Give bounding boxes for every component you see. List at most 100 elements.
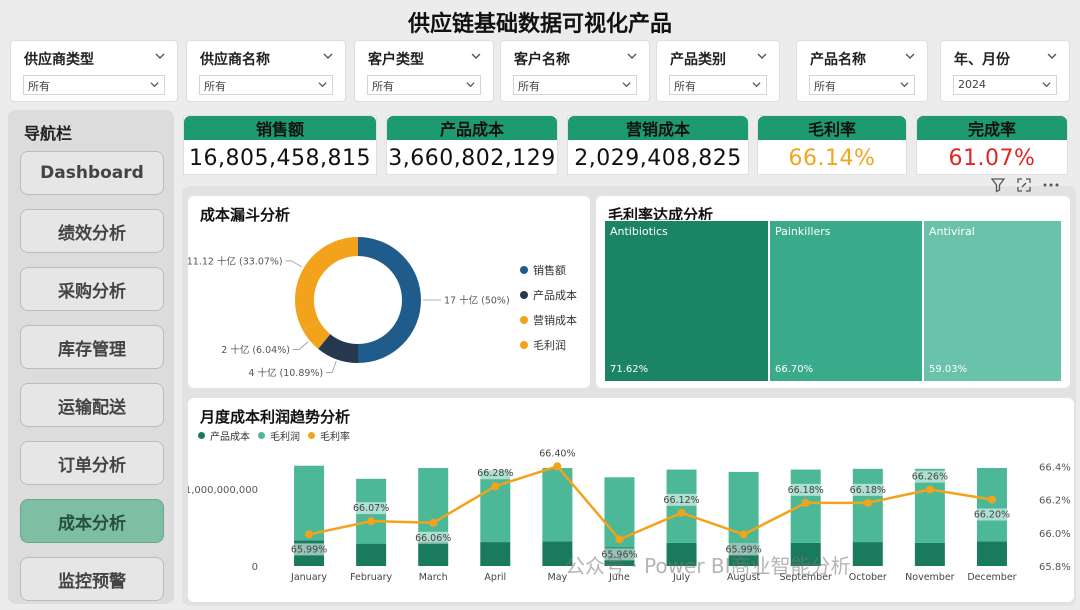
bar-product-cost[interactable] [542,541,573,566]
bar-product-cost[interactable] [790,542,821,566]
dropdown-chevron-icon [752,82,761,88]
nav-button-2[interactable]: 采购分析 [20,267,164,311]
margin-rate-point[interactable] [925,485,934,494]
bar-gross-profit[interactable] [418,468,449,542]
cost-funnel-title: 成本漏斗分析 [200,206,291,224]
y-right-tick: 66.4% [1039,462,1071,473]
slicer-6[interactable]: 年、月份 2024 [940,40,1070,102]
nav-button-3[interactable]: 库存管理 [20,325,164,369]
slicer-0[interactable]: 供应商类型 所有 [10,40,178,102]
more-options-icon[interactable] [1042,177,1060,193]
legend-label: 毛利润 [270,432,300,443]
margin-rate-point[interactable] [615,535,624,544]
nav-button-6[interactable]: 成本分析 [20,499,164,543]
legend-item[interactable]: 销售额 [520,262,577,278]
donut-slice-1[interactable] [318,334,358,363]
treemap-chart: Antibiotics 71.62% Painkillers 66.70% Antivi… [604,220,1062,382]
margin-rate-label: 66.18% [850,485,886,496]
x-axis-label: February [350,572,392,583]
nav-button-label: 库存管理 [58,339,126,360]
slicer-dropdown[interactable]: 所有 [669,75,767,95]
nav-button-1[interactable]: 绩效分析 [20,209,164,253]
rate-label-bg [601,548,638,561]
treemap-cell-0[interactable]: Antibiotics 71.62% [604,220,769,382]
margin-rate-point[interactable] [491,482,500,491]
margin-rate-point[interactable] [801,498,810,507]
kpi-label: 产品成本 [387,116,557,140]
legend-item[interactable]: 毛利润 [520,337,577,353]
kpi-card-0: 销售额 16,805,458,815 [183,115,377,175]
slicer-label: 产品类别 [670,52,726,68]
slicer-dropdown[interactable]: 所有 [513,75,637,95]
slicer-3[interactable]: 客户名称 所有 [500,40,650,102]
slicer-value: 所有 [204,80,226,93]
margin-rate-point[interactable] [677,508,686,517]
donut-data-label: 17 十亿 (50%) [444,295,510,307]
margin-rate-point[interactable] [305,530,314,539]
slicer-5[interactable]: 产品名称 所有 [796,40,928,102]
bar-product-cost[interactable] [852,542,883,566]
nav-button-4[interactable]: 运输配送 [20,383,164,427]
slicer-dropdown[interactable]: 2024 [953,75,1057,95]
chevron-down-icon [1047,53,1057,59]
legend-item[interactable]: 产品成本 [520,287,577,303]
legend-label: 毛利润 [533,339,566,352]
y-left-tick: 0 [252,562,258,573]
nav-button-0[interactable]: Dashboard [20,151,164,195]
bar-product-cost[interactable] [418,541,449,566]
margin-rate-point[interactable] [739,530,748,539]
bar-product-cost[interactable] [480,542,511,566]
legend-label: 产品成本 [533,289,577,302]
slicer-dropdown[interactable]: 所有 [23,75,165,95]
focus-mode-icon[interactable] [1016,177,1032,193]
filter-icon[interactable] [990,177,1006,193]
legend-item[interactable]: 产品成本 [198,428,250,443]
slicer-4[interactable]: 产品类别 所有 [656,40,780,102]
treemap-cell-2[interactable]: Antiviral 59.03% [923,220,1062,382]
slicer-1[interactable]: 供应商名称 所有 [186,40,346,102]
dropdown-chevron-icon [318,82,327,88]
x-axis-label: January [290,572,327,583]
bar-product-cost[interactable] [976,541,1007,566]
margin-rate-point[interactable] [429,518,438,527]
rate-label-bg [415,531,452,544]
bar-product-cost[interactable] [356,543,387,566]
slicer-2[interactable]: 客户类型 所有 [354,40,494,102]
slicer-dropdown[interactable]: 所有 [809,75,915,95]
bar-product-cost[interactable] [914,542,945,566]
nav-button-5[interactable]: 订单分析 [20,441,164,485]
kpi-label: 营销成本 [568,116,748,140]
slicer-label: 客户类型 [368,52,424,68]
y-left-tick: 1,000,000,000 [188,485,258,496]
donut-data-label: 4 十亿 (10.89%) [248,367,323,379]
bar-gross-profit[interactable] [666,469,697,543]
nav-button-7[interactable]: 监控预警 [20,557,164,601]
treemap-cell-1[interactable]: Painkillers 66.70% [769,220,923,382]
margin-rate-point[interactable] [553,462,562,471]
margin-rate-point[interactable] [863,498,872,507]
margin-rate-point[interactable] [367,517,376,526]
slicer-dropdown[interactable]: 所有 [199,75,333,95]
legend-item[interactable]: 毛利润 [258,428,300,443]
margin-rate-label: 66.12% [663,495,699,506]
dropdown-chevron-icon [622,82,631,88]
legend-item[interactable]: 营销成本 [520,312,577,328]
margin-achievement-title: 毛利率达成分析 [608,206,714,224]
bar-product-cost[interactable] [666,542,697,566]
bar-gross-profit[interactable] [480,470,511,543]
rate-label-bg [353,502,390,515]
legend-swatch [258,432,265,439]
donut-slice-3[interactable] [295,237,358,331]
donut-slice-2[interactable] [302,321,331,349]
bar-gross-profit[interactable] [976,468,1007,542]
bar-gross-profit[interactable] [542,468,573,542]
bar-gross-profit[interactable] [294,465,325,541]
donut-slice-0[interactable] [358,237,421,363]
treemap-category: Antiviral [929,225,975,238]
slicer-dropdown[interactable]: 所有 [367,75,481,95]
margin-rate-point[interactable] [987,495,996,504]
nav-button-label: 订单分析 [58,455,126,476]
legend-item[interactable]: 毛利率 [308,428,350,443]
kpi-label: 销售额 [184,116,376,140]
treemap-value: 71.62% [610,364,649,375]
